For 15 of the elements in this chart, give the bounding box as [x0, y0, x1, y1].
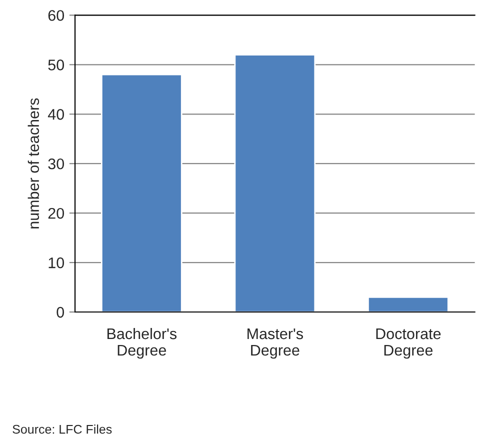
x-tick-label: Doctorate Degree — [376, 328, 441, 359]
bar — [100, 74, 182, 312]
y-tick-label: 50 — [48, 60, 64, 70]
y-tick-label: 60 — [48, 10, 64, 21]
y-tick-label: 30 — [48, 158, 64, 170]
y-tick-label: 0 — [56, 306, 64, 318]
bar — [234, 54, 316, 312]
x-tick-label: Bachelor's Degree — [107, 328, 177, 359]
y-tick-label: 20 — [48, 208, 64, 219]
y-tick-label: 40 — [48, 109, 64, 120]
bar — [368, 296, 449, 312]
y-tick-label: 10 — [48, 257, 64, 268]
source-note: Source: LFC Files — [12, 424, 112, 434]
y-axis-title: number of teachers — [28, 98, 40, 228]
x-tick-label: Master's Degree — [248, 328, 303, 359]
